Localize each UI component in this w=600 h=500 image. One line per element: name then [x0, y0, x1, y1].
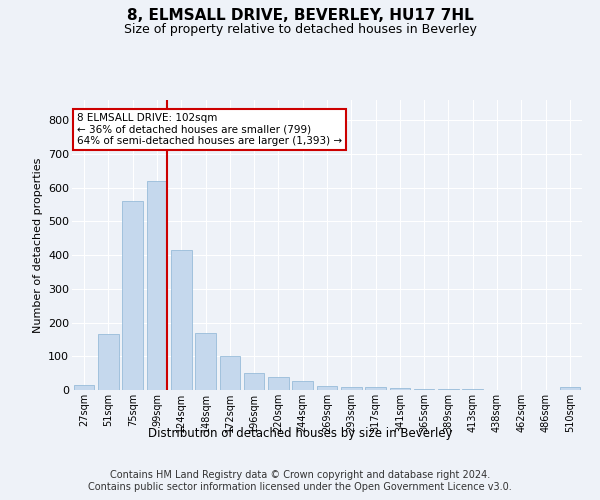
Bar: [195, 332, 216, 390]
Text: Contains HM Land Registry data © Crown copyright and database right 2024.: Contains HM Land Registry data © Crown c…: [110, 470, 490, 480]
Bar: [74, 385, 94, 390]
Bar: [389, 388, 410, 390]
Bar: [268, 377, 289, 390]
Bar: [365, 388, 386, 390]
Bar: [414, 388, 434, 390]
Bar: [317, 386, 337, 390]
Bar: [244, 373, 265, 390]
Bar: [292, 380, 313, 390]
Text: 8, ELMSALL DRIVE, BEVERLEY, HU17 7HL: 8, ELMSALL DRIVE, BEVERLEY, HU17 7HL: [127, 8, 473, 22]
Bar: [122, 201, 143, 390]
Text: Contains public sector information licensed under the Open Government Licence v3: Contains public sector information licen…: [88, 482, 512, 492]
Text: Size of property relative to detached houses in Beverley: Size of property relative to detached ho…: [124, 22, 476, 36]
Bar: [146, 181, 167, 390]
Bar: [341, 386, 362, 390]
Bar: [220, 356, 240, 390]
Text: Distribution of detached houses by size in Beverley: Distribution of detached houses by size …: [148, 428, 452, 440]
Y-axis label: Number of detached properties: Number of detached properties: [32, 158, 43, 332]
Bar: [438, 389, 459, 390]
Bar: [171, 250, 191, 390]
Bar: [560, 388, 580, 390]
Text: 8 ELMSALL DRIVE: 102sqm
← 36% of detached houses are smaller (799)
64% of semi-d: 8 ELMSALL DRIVE: 102sqm ← 36% of detache…: [77, 113, 342, 146]
Bar: [98, 334, 119, 390]
